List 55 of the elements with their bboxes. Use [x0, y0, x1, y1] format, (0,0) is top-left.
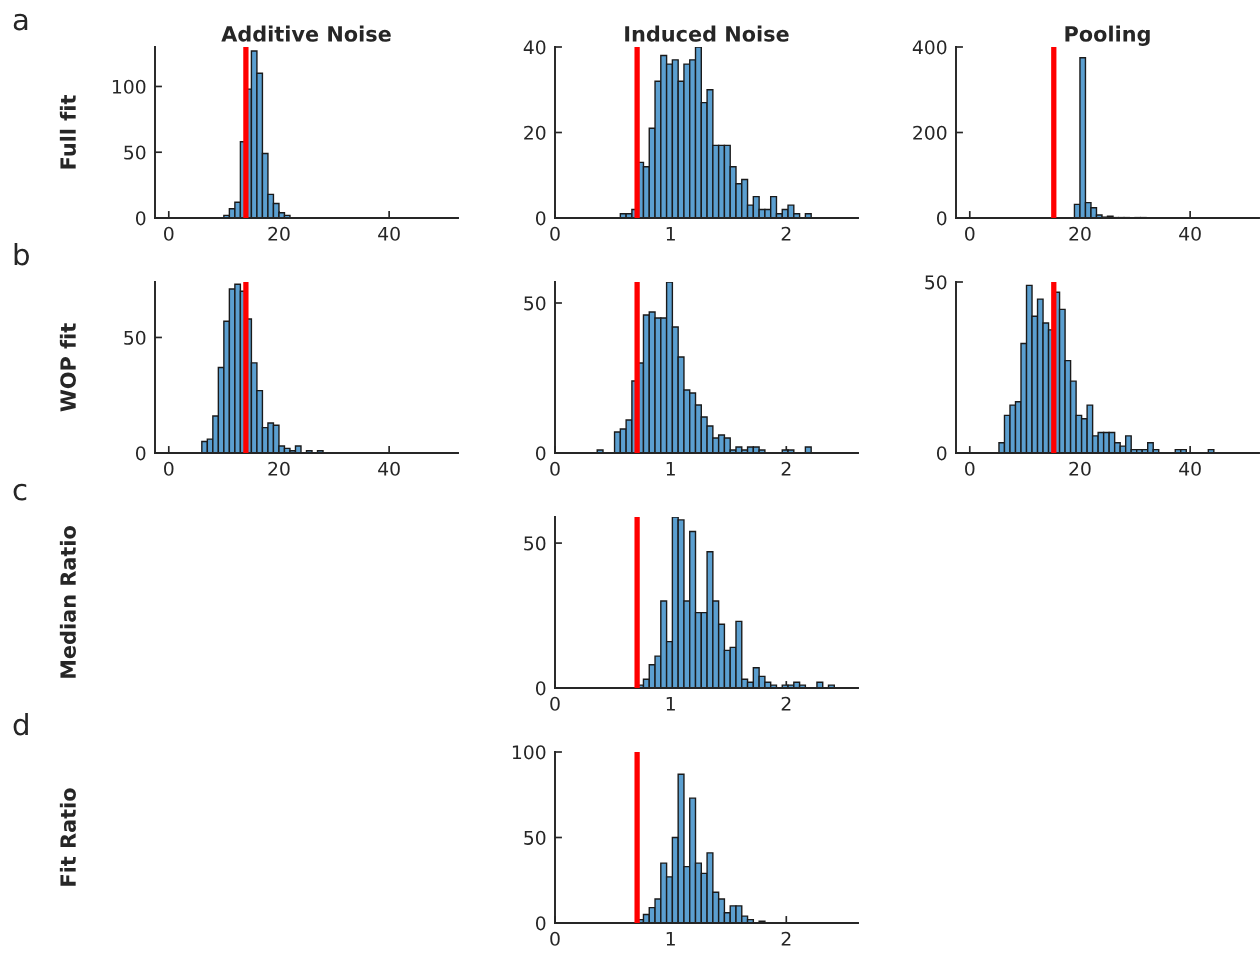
- x-tick-label: 0: [965, 461, 975, 476]
- y-tick-label: 50: [124, 145, 146, 160]
- x-tick-label: 1: [666, 461, 675, 476]
- y-axis-title: WOP fit: [59, 323, 76, 412]
- x-tick-label: 20: [1069, 226, 1091, 241]
- y-tick-label: 0: [936, 446, 947, 461]
- x-tick-label: 0: [550, 461, 560, 476]
- text: a: [13, 13, 28, 31]
- y-axis-title: Full fit: [59, 95, 76, 169]
- x-tick-label: 40: [378, 226, 400, 241]
- y-tick-label: 20: [524, 125, 546, 140]
- x-tick-label: 0: [550, 931, 560, 946]
- x-tick-label: 1: [666, 696, 675, 711]
- x-tick-label: 2: [781, 461, 791, 476]
- x-tick-label: 40: [378, 461, 400, 476]
- y-tick-label: 400: [912, 40, 947, 55]
- x-tick-label: 0: [965, 226, 975, 241]
- x-tick-label: 20: [1069, 461, 1091, 476]
- chart-title: Additive Noise: [221, 25, 391, 42]
- y-tick-label: 0: [535, 446, 546, 461]
- x-tick-label: 40: [1179, 226, 1201, 241]
- y-tick-label: 50: [925, 275, 947, 290]
- y-tick-label: 0: [535, 211, 546, 226]
- y-tick-label: 0: [135, 211, 146, 226]
- y-tick-label: 100: [512, 745, 546, 760]
- y-tick-label: 50: [524, 536, 546, 551]
- x-tick-label: 40: [1179, 461, 1201, 476]
- x-tick-label: 20: [268, 226, 290, 241]
- y-tick-label: 50: [124, 330, 146, 345]
- y-tick-label: 50: [524, 830, 546, 845]
- text: d: [13, 712, 28, 736]
- y-tick-label: 0: [535, 916, 546, 931]
- x-tick-label: 0: [164, 226, 174, 241]
- chart-title: Induced Noise: [625, 25, 789, 42]
- x-tick-label: 1: [666, 226, 675, 241]
- text: c: [13, 483, 27, 501]
- y-tick-label: 0: [135, 446, 146, 461]
- chart-title: Pooling: [1065, 25, 1150, 46]
- x-tick-label: 0: [550, 226, 560, 241]
- x-tick-label: 2: [781, 696, 791, 711]
- y-axis-title: Median Ratio: [59, 526, 76, 678]
- x-tick-label: 2: [781, 226, 791, 241]
- x-tick-label: 1: [666, 931, 675, 946]
- y-tick-label: 0: [535, 681, 546, 696]
- x-tick-label: 0: [550, 696, 560, 711]
- text: b: [14, 242, 29, 266]
- y-tick-label: 50: [524, 296, 546, 311]
- y-tick-label: 100: [112, 79, 146, 94]
- y-tick-label: 40: [523, 40, 546, 55]
- y-axis-title: Fit Ratio: [59, 788, 76, 886]
- y-tick-label: 200: [913, 125, 947, 140]
- x-tick-label: 2: [781, 931, 791, 946]
- x-tick-label: 20: [268, 461, 290, 476]
- x-tick-label: 0: [164, 461, 174, 476]
- y-tick-label: 0: [936, 211, 947, 226]
